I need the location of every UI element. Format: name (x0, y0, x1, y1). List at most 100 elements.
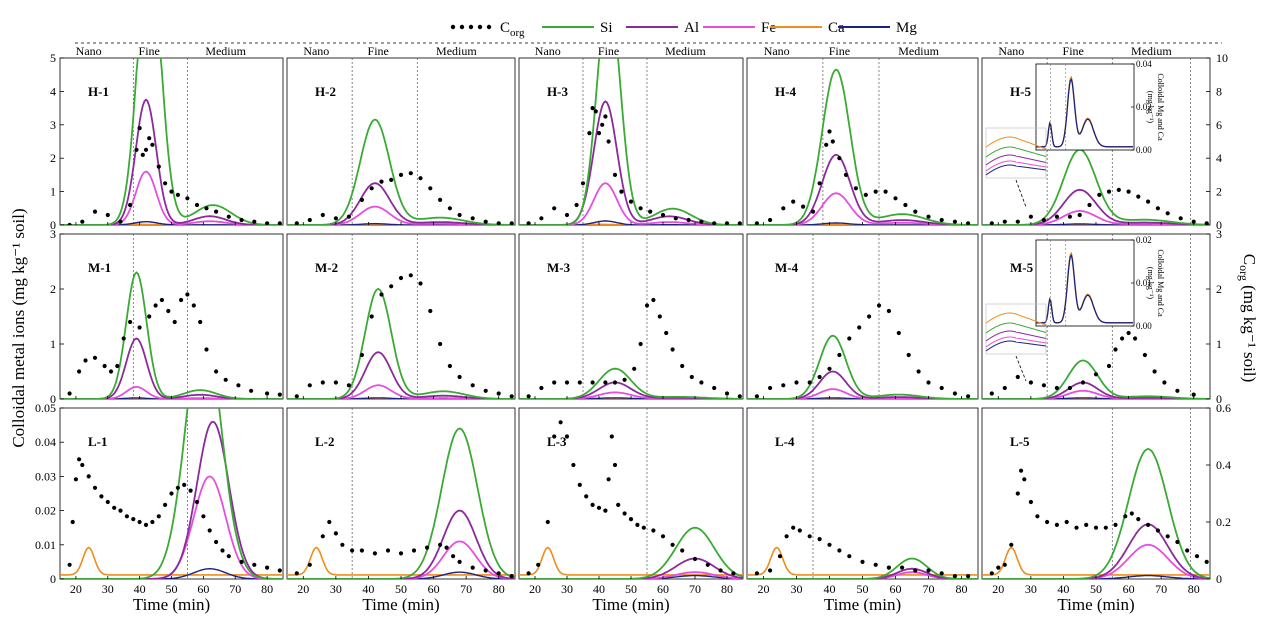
corg-point (867, 314, 872, 319)
legend-label-si: Si (600, 20, 613, 36)
series-si-line (287, 287, 515, 399)
corg-point (801, 204, 806, 209)
panel-l-1: L-1 0 0.01 0.02 0.03 0.04 0.05 20 30 40 50 60 70 80 Ti… (35, 401, 284, 614)
corg-point (80, 219, 85, 224)
corg-point (1133, 336, 1138, 341)
corg-point (1191, 219, 1196, 224)
corg-point (67, 391, 72, 396)
corg-point (906, 352, 911, 358)
corg-point (916, 369, 921, 374)
tick-label-x: 30 (561, 582, 573, 596)
corg-point (372, 551, 377, 556)
corg-point (724, 391, 730, 396)
tick-label-right: 1 (1216, 337, 1222, 351)
corg-point (198, 319, 203, 325)
corg-point (847, 554, 852, 559)
corg-point (754, 571, 760, 576)
corg-point (564, 212, 570, 218)
corg-point (509, 394, 514, 399)
corg-point (593, 109, 598, 114)
corg-point (644, 303, 650, 308)
corg-point (539, 385, 544, 391)
corg-point (686, 217, 691, 223)
series-al-line (747, 567, 978, 579)
tick-label-right: 0 (1216, 572, 1222, 586)
tick-label-x: 70 (689, 582, 701, 596)
corg-point (294, 571, 299, 576)
series-mg-line (519, 574, 743, 579)
corg-point (1028, 214, 1033, 219)
corg-point (1126, 330, 1131, 336)
corg-point (584, 494, 589, 499)
corg-point (1054, 385, 1059, 391)
region-label-medium: Medium (898, 44, 939, 58)
corg-point (185, 292, 190, 297)
corg-point (939, 217, 944, 223)
corg-point (359, 197, 364, 202)
corg-point (596, 505, 602, 510)
corg-point (457, 374, 462, 380)
corg-point (333, 531, 338, 536)
corg-point (966, 221, 971, 225)
panel-label: M-4 (775, 260, 799, 275)
corg-point (320, 380, 325, 385)
corg-point (444, 545, 449, 550)
inset-zoom-curve (985, 322, 1047, 334)
inset-axis-title: Colloidal Mg and Ca(mg kg⁻¹) (1146, 73, 1165, 141)
corg-point (552, 206, 557, 211)
legend-marker-corg (459, 24, 465, 30)
tick-label-x: 20 (297, 582, 309, 596)
region-label-medium: Medium (1131, 44, 1172, 58)
corg-point (320, 212, 325, 218)
corg-point (438, 341, 443, 347)
corg-point (712, 385, 717, 391)
corg-point (689, 374, 694, 380)
corg-point (185, 196, 190, 201)
panel-l-2: L-2 20 30 40 50 60 70 80 Time (min) (286, 407, 516, 614)
tick-label-right: 10 (1216, 51, 1228, 65)
panel-plot-area (60, 58, 283, 225)
inset-tick-label: 0.01 (1136, 278, 1152, 288)
corg-point (989, 571, 994, 576)
corg-point (159, 297, 164, 303)
corg-point (201, 514, 206, 519)
corg-point (635, 522, 640, 528)
corg-point (807, 380, 812, 385)
corg-point (577, 482, 582, 487)
corg-point (99, 494, 104, 499)
corg-point (137, 325, 142, 330)
corg-point (900, 565, 905, 570)
corg-point (837, 156, 842, 161)
corg-point (1074, 525, 1079, 530)
corg-point (147, 314, 152, 319)
panel-h-4: Nano Fine Medium H-4 (746, 44, 979, 226)
panel-label: H-5 (1010, 84, 1031, 99)
tick-label-x: 40 (362, 582, 374, 596)
tick-label-x: 40 (134, 582, 146, 596)
tick-label-x: 30 (1025, 582, 1037, 596)
corg-point (552, 434, 557, 439)
legend-marker-corg (450, 24, 456, 30)
corg-point (350, 548, 355, 553)
inset-mg-ca: 0.00 0.01 0.02 Colloidal Mg and Ca(mg kg⁻¹) (985, 235, 1165, 382)
corg-point (966, 574, 971, 579)
corg-point (896, 330, 901, 336)
corg-point (194, 202, 200, 208)
corg-point (1035, 514, 1040, 519)
corg-point (886, 308, 892, 314)
corg-point (398, 172, 404, 177)
corg-point (574, 202, 579, 208)
corg-point (509, 574, 514, 579)
tick-label-left: 1 (50, 185, 56, 199)
corg-point (128, 319, 133, 325)
corg-point (496, 391, 501, 396)
tick-label-right: 2 (1216, 185, 1222, 199)
corg-point (438, 542, 443, 547)
corg-point (1204, 559, 1209, 565)
corg-point (784, 534, 789, 539)
corg-point (609, 434, 614, 439)
corg-point (590, 502, 595, 507)
panel-grid: Nano Fine Medium H-1 0 1 2 3 4 5 Nano Fine Medium H-2… (35, 44, 1231, 614)
corg-point (810, 209, 816, 214)
corg-point (1067, 214, 1072, 219)
